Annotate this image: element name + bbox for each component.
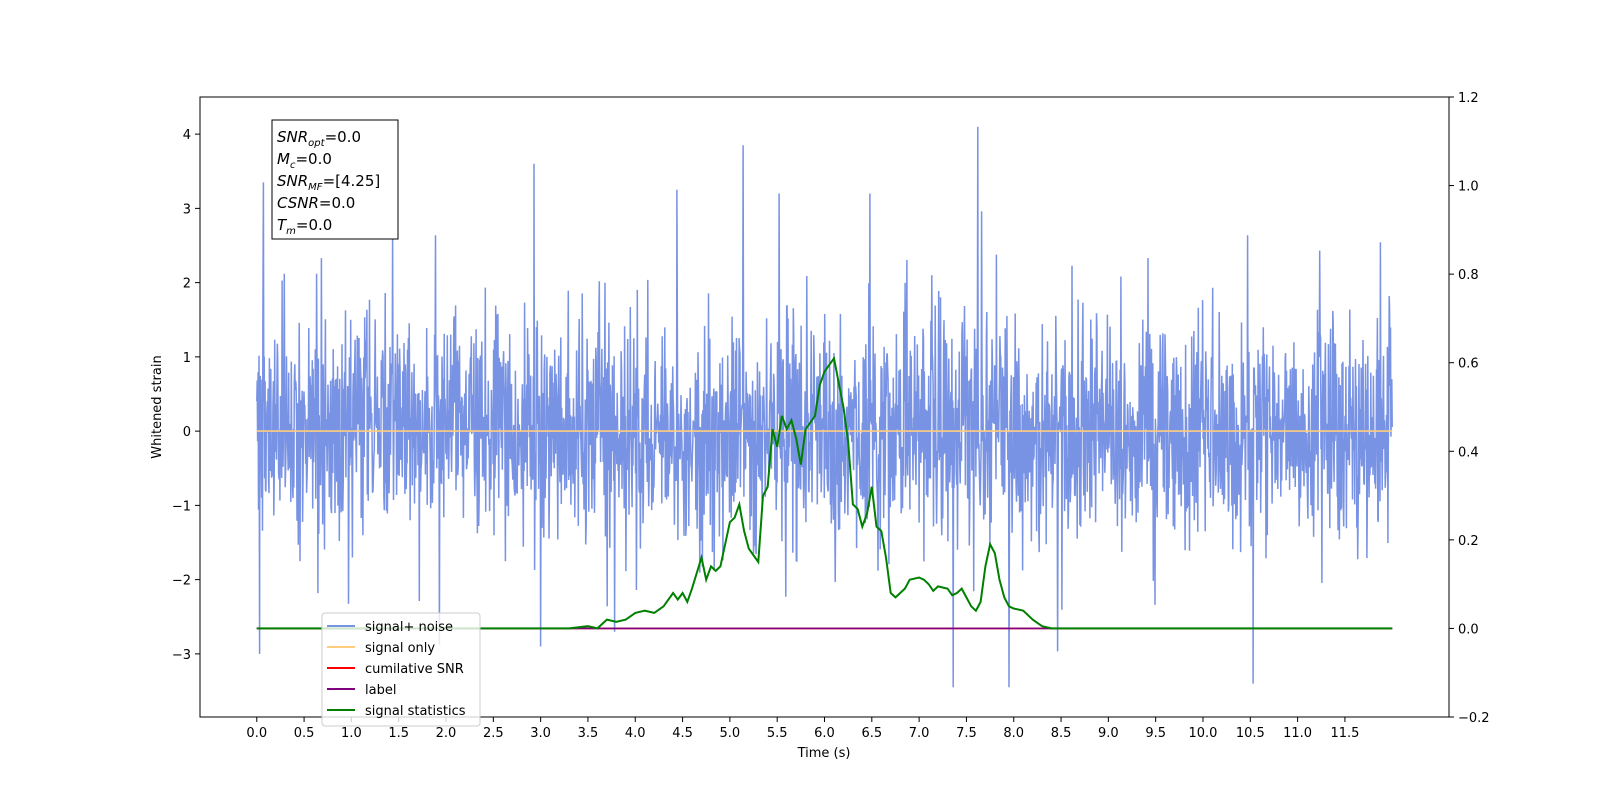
y-tick-label: 4 (183, 128, 191, 143)
annotation-box-frame (271, 119, 399, 240)
y-tick-label: 3 (183, 202, 191, 217)
x-tick-label: 8.0 (1003, 726, 1024, 741)
x-tick-label: 8.5 (1051, 726, 1072, 741)
x-tick-label: 6.5 (861, 726, 882, 741)
x-tick-label: 10.0 (1189, 726, 1218, 741)
x-tick-label: 2.5 (483, 726, 504, 741)
y-tick-label: 0 (183, 425, 191, 440)
annotation-line: Tm=0.0 (277, 216, 332, 237)
legend-label: signal+ noise (365, 620, 453, 635)
y2-tick-label: 0.0 (1458, 622, 1479, 637)
y2-tick-label: −0.2 (1458, 711, 1490, 726)
annotation-line: Mc=0.0 (277, 150, 332, 171)
y-tick-label: −1 (172, 499, 191, 514)
x-tick-label: 3.0 (530, 726, 551, 741)
y2-tick-label: 0.8 (1458, 268, 1479, 283)
y2-tick-label: 1.0 (1458, 180, 1479, 195)
x-tick-label: 4.5 (672, 726, 693, 741)
x-tick-label: 5.5 (767, 726, 788, 741)
x-tick-label: 1.5 (388, 726, 409, 741)
y-tick-label: −3 (172, 648, 191, 663)
x-tick-label: 0.5 (294, 726, 315, 741)
x-tick-label: 7.5 (956, 726, 977, 741)
legend-frame (321, 612, 481, 727)
legend-label: signal statistics (365, 704, 466, 719)
y-axis-right: 1.2 1.0 0.8 0.6 0.4 0.2 0.0 −0.2 (1449, 91, 1490, 726)
y2-tick-label: 0.2 (1458, 534, 1479, 549)
x-tick-label: 10.5 (1236, 726, 1265, 741)
legend-label: signal only (365, 641, 435, 656)
x-tick-label: 9.0 (1098, 726, 1119, 741)
x-tick-label: 6.0 (814, 726, 835, 741)
x-tick-label: 11.5 (1330, 726, 1359, 741)
x-tick-label: 3.5 (578, 726, 599, 741)
signal-noise-line (256, 126, 1393, 688)
legend-label: cumilative SNR (365, 662, 464, 677)
legend: signal+ noise signal only cumilative SNR la… (321, 612, 481, 727)
legend-label: label (365, 683, 396, 698)
x-tick-label: 0.0 (246, 726, 267, 741)
signal-noise-series (256, 126, 1393, 688)
y-axis-label: Whitened strain (150, 355, 165, 458)
annotation-line: SNRopt=0.0 (277, 128, 361, 149)
y-axis-left: 4 3 2 1 0 −1 −2 −3 (172, 128, 200, 663)
annotation-line: CSNR=0.0 (277, 194, 355, 212)
y-tick-label: 1 (183, 351, 191, 366)
x-axis: 0.0 0.5 1.0 1.5 2.0 2.5 3.0 3.5 4.0 4.5 5.0 5.5 6.0 6… (246, 717, 1359, 741)
x-tick-label: 4.0 (625, 726, 646, 741)
y2-tick-label: 0.4 (1458, 445, 1479, 460)
x-tick-label: 11.0 (1283, 726, 1312, 741)
y-tick-label: −2 (172, 574, 191, 589)
x-axis-label: Time (s) (797, 746, 851, 761)
x-tick-label: 9.5 (1145, 726, 1166, 741)
y2-tick-label: 1.2 (1458, 91, 1479, 106)
x-tick-label: 1.0 (341, 726, 362, 741)
x-tick-label: 2.0 (436, 726, 457, 741)
x-tick-label: 5.0 (720, 726, 741, 741)
y2-tick-label: 0.6 (1458, 357, 1479, 372)
annotation-line: SNRMF=[4.25] (277, 172, 380, 193)
signal-statistics-line (256, 355, 1393, 630)
x-tick-label: 7.0 (909, 726, 930, 741)
y-tick-label: 2 (183, 277, 191, 292)
